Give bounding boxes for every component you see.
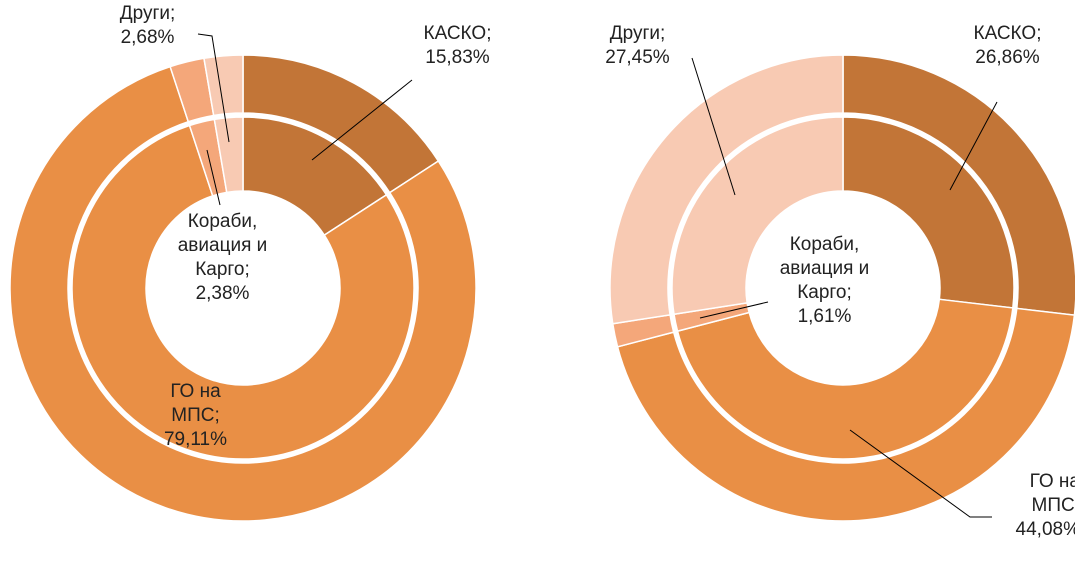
label-category: Кораби, авиация и Карго; — [779, 234, 870, 303]
inner-segment — [842, 116, 1015, 309]
inner-segment — [71, 124, 415, 460]
outer-segment — [609, 54, 844, 325]
data-label: КАСКО; 15,83% — [410, 22, 505, 70]
leader-line — [691, 57, 736, 196]
data-label: КАСКО; 26,86% — [960, 22, 1055, 70]
label-value: 2,68% — [120, 27, 175, 48]
leader-line — [311, 79, 413, 161]
data-label: Кораби, авиация и Карго; 2,38% — [170, 210, 275, 306]
inner-segment — [213, 116, 244, 194]
label-category: ГО на МПС; — [1029, 471, 1075, 516]
label-value: 2,38% — [195, 283, 250, 304]
leader-line — [949, 101, 998, 191]
leader-line — [699, 301, 769, 319]
leader-line — [849, 429, 992, 518]
leader-line — [206, 149, 221, 206]
label-category: Други; — [609, 23, 666, 44]
label-category: КАСКО; — [973, 23, 1042, 44]
label-value: 1,61% — [797, 306, 852, 327]
label-value: 79,11% — [163, 429, 228, 450]
data-label: ГО на МПС; 44,08% — [990, 470, 1075, 542]
inner-segment — [671, 116, 844, 316]
label-category: Други; — [119, 3, 176, 24]
leader-line — [197, 33, 230, 143]
data-label: Кораби, авиация и Карго; 1,61% — [772, 233, 877, 329]
label-value: 44,08% — [1015, 519, 1075, 540]
data-label: Други; 2,68% — [100, 2, 195, 50]
outer-segment — [616, 307, 1075, 522]
label-category: ГО на МПС; — [170, 381, 221, 426]
label-value: 26,86% — [975, 47, 1040, 68]
data-label: ГО на МПС; 79,11% — [148, 380, 243, 452]
outer-segment — [203, 54, 244, 117]
label-value: 15,83% — [425, 47, 490, 68]
label-value: 27,45% — [605, 47, 670, 68]
label-category: Кораби, авиация и Карго; — [177, 211, 268, 280]
label-category: КАСКО; — [423, 23, 492, 44]
inner-segment — [676, 298, 1014, 460]
outer-segment — [9, 65, 477, 522]
data-label: Други; 27,45% — [590, 22, 685, 70]
